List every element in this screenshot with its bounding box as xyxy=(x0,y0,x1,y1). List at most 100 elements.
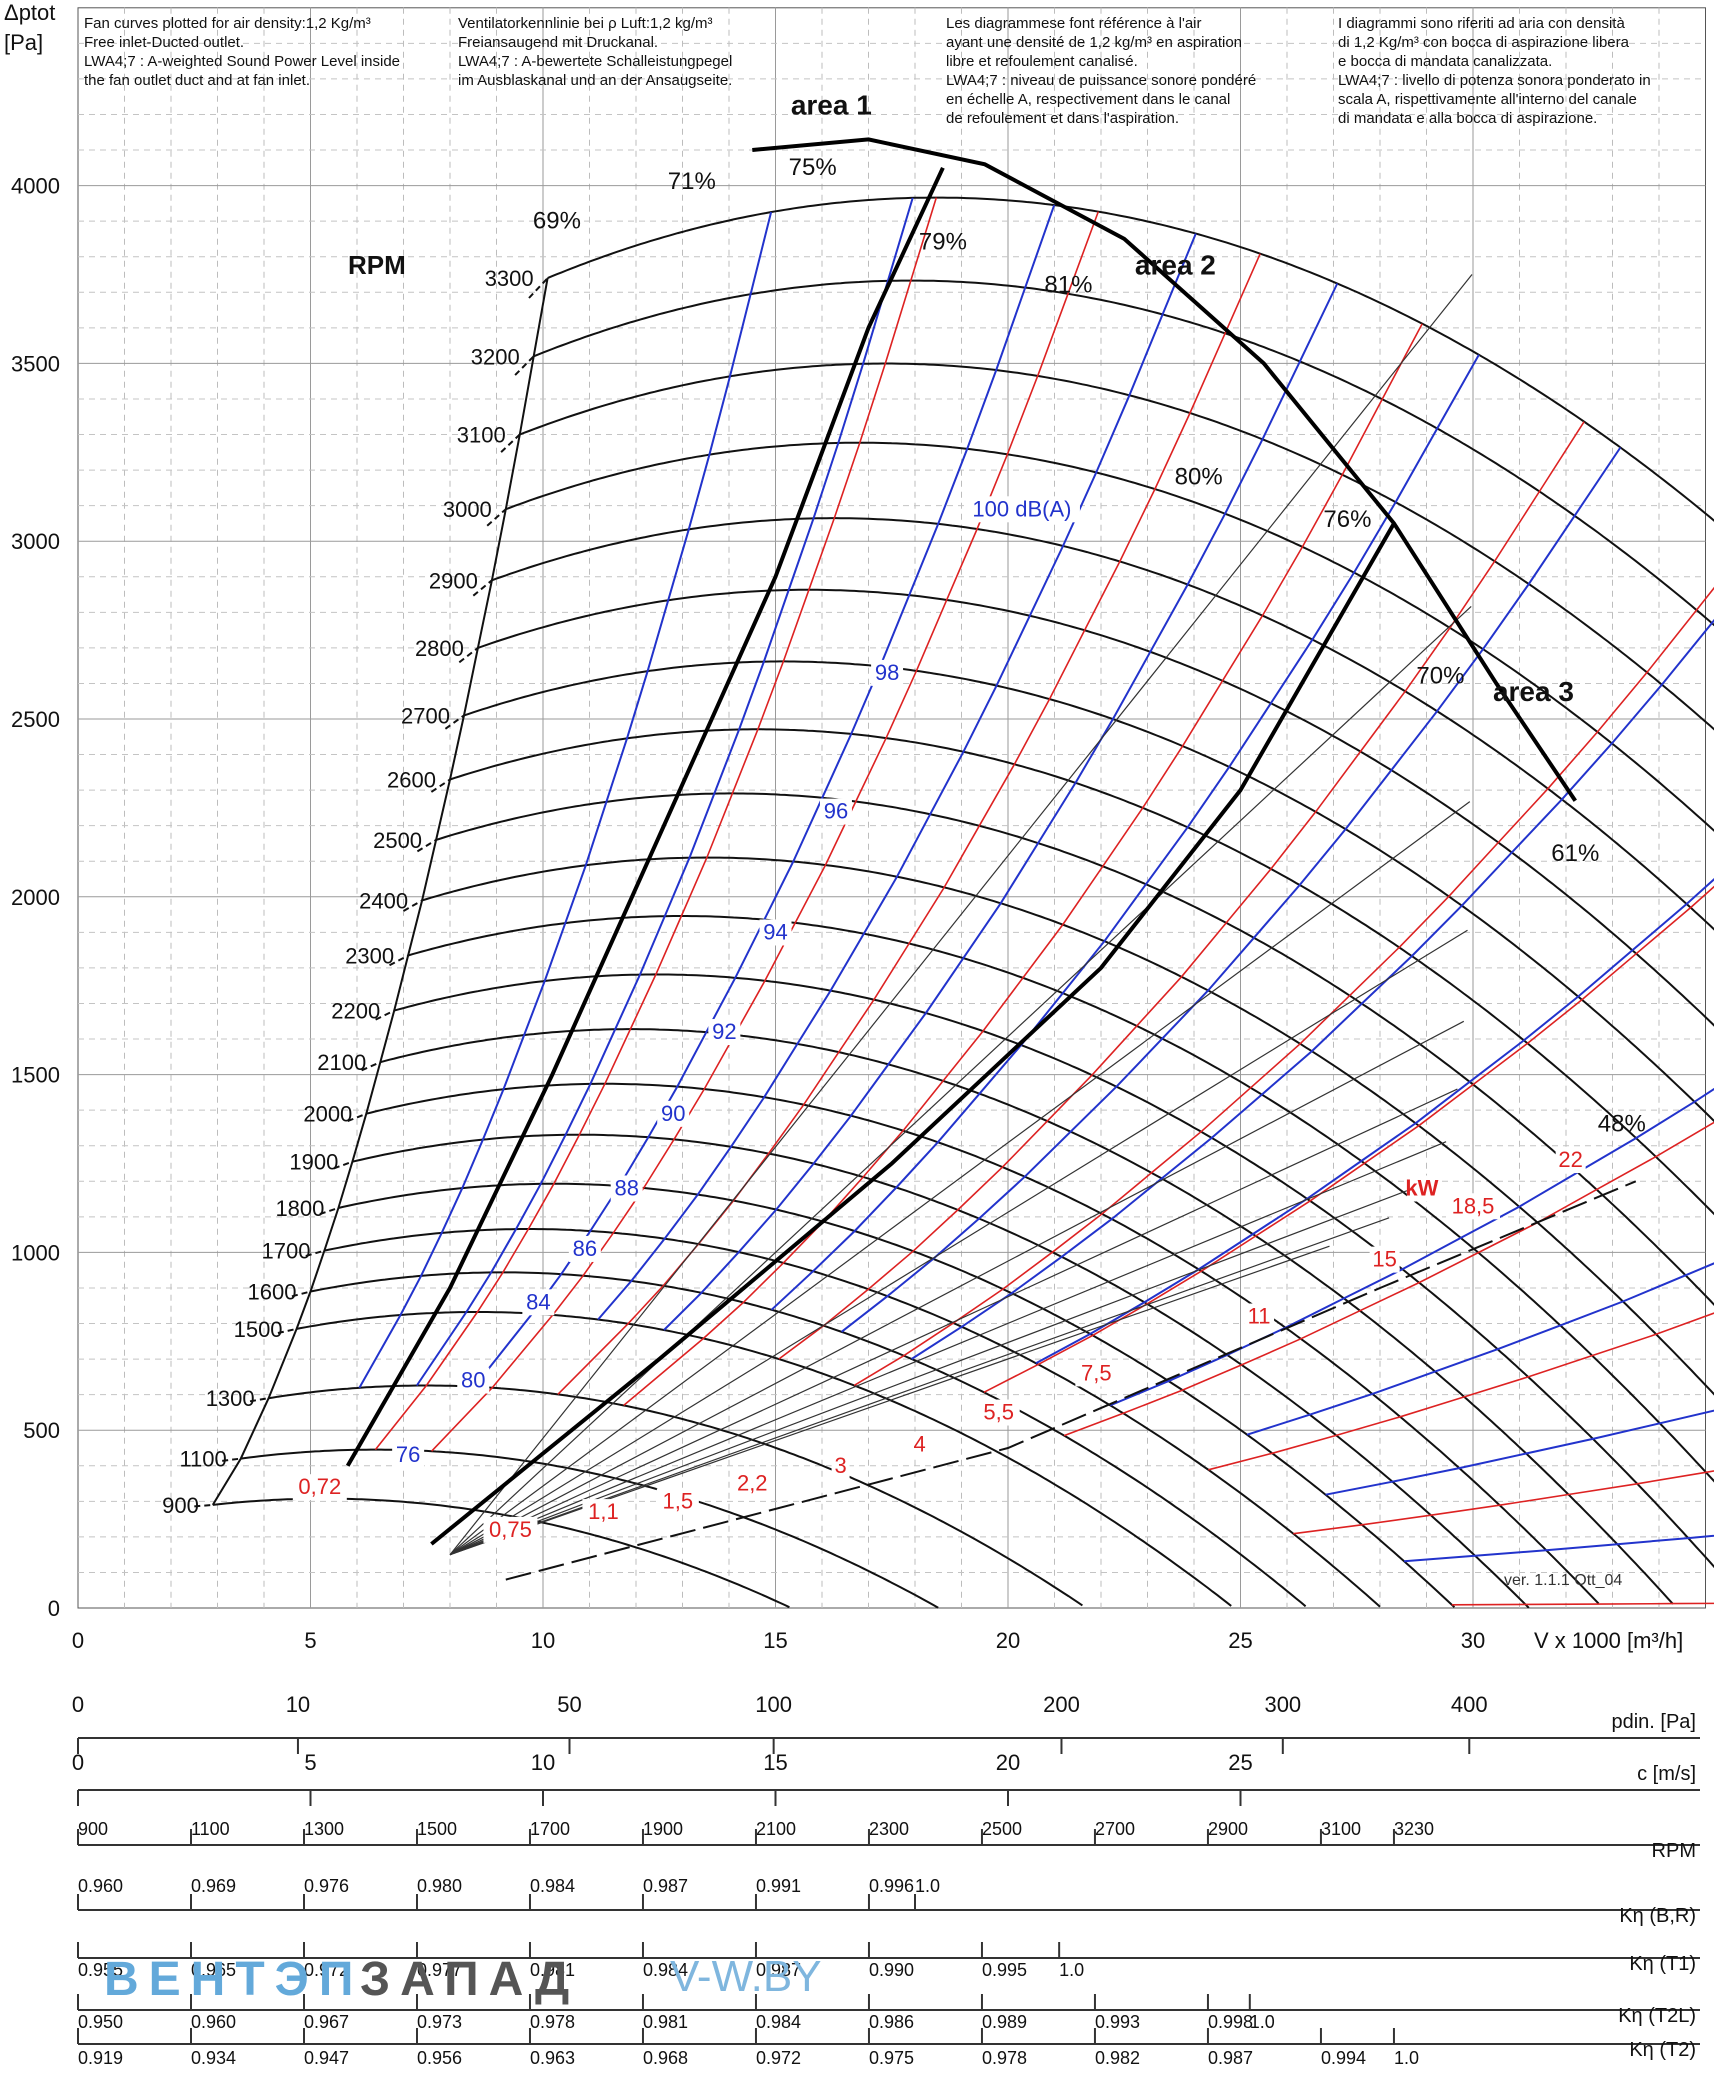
scale-tick-label: 0.919 xyxy=(78,2048,123,2068)
rpm-curve-1500 xyxy=(296,1311,1232,1607)
note-fr-line-3: libre et refoulement canalisé. xyxy=(946,53,1138,70)
y-tick-label: 1000 xyxy=(11,1240,60,1265)
scale-tick-label: 0.969 xyxy=(191,1876,236,1896)
rpm-curve-stall-900 xyxy=(194,1503,213,1508)
watermark-part-1: ВЕНТЭП xyxy=(104,1953,364,2006)
power-label-bg xyxy=(1446,1193,1500,1220)
sound-label: 76 xyxy=(396,1442,420,1467)
note-fr-line-6: de refoulement et dans l'aspiration. xyxy=(946,110,1180,127)
efficiency-ray-6 xyxy=(449,1141,1447,1556)
efficiency-ray-7 xyxy=(449,1183,1426,1556)
scale-tick-label: 15 xyxy=(763,1750,787,1775)
rpm-curve-2200 xyxy=(393,973,1714,1569)
sound-line-10 xyxy=(1246,1262,1714,1436)
scale-tick-label: 0.976 xyxy=(304,1876,349,1896)
power-label: 3 xyxy=(834,1453,846,1478)
efficiency-label: 70% xyxy=(1416,662,1464,689)
scale-tick-label: 0.989 xyxy=(982,2012,1027,2032)
rpm-label-1300: 1300 xyxy=(206,1386,255,1411)
rpm-label-3200: 3200 xyxy=(471,344,520,369)
rpm-curve-1700 xyxy=(324,1228,1381,1608)
scale-tick-label: 0.965 xyxy=(191,1960,236,1980)
power-label: 4 xyxy=(914,1432,926,1457)
rpm-curve-stall-1600 xyxy=(291,1290,311,1298)
scale-title: pdin. [Pa] xyxy=(1611,1711,1696,1733)
rpm-label-1700: 1700 xyxy=(261,1239,310,1264)
scale-tick-label: 1.0 xyxy=(1394,2048,1419,2068)
sound-line-12 xyxy=(1404,1534,1714,1563)
scale-tick-label: 0.955 xyxy=(78,1960,123,1980)
power-label-bg xyxy=(977,1399,1020,1426)
rpm-curve-3200 xyxy=(533,279,1714,627)
efficiency-ray-4 xyxy=(449,1020,1465,1556)
rpm-label: RPM xyxy=(348,250,406,280)
rpm-curve-2000 xyxy=(366,1082,1600,1605)
power-line-4 xyxy=(778,421,1585,1360)
sound-line-5 xyxy=(770,354,1480,1311)
watermark-part-3: V-W.BY xyxy=(670,1952,822,2001)
note-de-line-2: Freiansaugend mit Druckanal. xyxy=(458,34,659,51)
x-tick-label: 0 xyxy=(72,1628,84,1653)
sound-label-bg xyxy=(708,1019,741,1046)
power-label-bg xyxy=(582,1499,625,1526)
note-en-line-1: Fan curves plotted for air density:1,2 K… xyxy=(84,15,371,32)
power-label-bg xyxy=(1555,1147,1586,1174)
efficiency-label: 81% xyxy=(1044,271,1092,298)
efficiency-ray-2 xyxy=(449,801,1471,1556)
scale-tick-label: 1.0 xyxy=(1059,1960,1084,1980)
rpm-label-900: 900 xyxy=(162,1493,199,1518)
note-it-line-2: di 1,2 Kg/m³ con bocca di aspirazione li… xyxy=(1338,34,1629,51)
note-de-line-3: LWA4;7 : A-bewertete Schalleistungpegel xyxy=(458,53,733,70)
power-label: 11 xyxy=(1248,1304,1271,1329)
sound-line-6 xyxy=(840,446,1622,1333)
note-it-line-5: scala A, rispettivamente all'interno del… xyxy=(1338,91,1637,108)
efficiency-label: 48% xyxy=(1598,1110,1646,1137)
scale-tick-label: 0.984 xyxy=(756,2012,801,2032)
sound-label: 100 dB(A) xyxy=(972,496,1071,521)
sound-label: 86 xyxy=(573,1236,597,1261)
scale-tick-label: 2700 xyxy=(1095,1819,1135,1839)
efficiency-ray-0 xyxy=(449,274,1473,1556)
scale-tick-label: 0.947 xyxy=(304,2048,349,2068)
scale-tick-label: 0.980 xyxy=(417,1876,462,1896)
scale-tick-label: 0.973 xyxy=(417,2012,462,2032)
x-axis-ticks: 0 5 10 15 20 25 30 xyxy=(72,1628,1485,1653)
power-label-bg xyxy=(1369,1246,1400,1273)
rpm-curve-3100 xyxy=(519,362,1714,731)
scale-tick-label: 1700 xyxy=(530,1819,570,1839)
scale-tick-label: 1.0 xyxy=(915,1876,940,1896)
rpm-curve-stall-3100 xyxy=(500,433,521,453)
scale-tick-label: 0.987 xyxy=(643,1876,688,1896)
scale-tick-label: 0.996 xyxy=(869,1876,914,1896)
power-label-bg xyxy=(731,1470,774,1497)
note-en-line-3: LWA4;7 : A-weighted Sound Power Level in… xyxy=(84,53,401,70)
sound-label: 80 xyxy=(461,1368,485,1393)
power-line-0 xyxy=(374,197,938,1451)
power-label-bg xyxy=(910,1431,929,1458)
scale-tick-label: 0.981 xyxy=(643,2012,688,2032)
rpm-label-3300: 3300 xyxy=(485,266,534,291)
rpm-curve-2500 xyxy=(435,792,1714,1307)
power-label: 18,5 xyxy=(1452,1193,1495,1218)
sound-line-1 xyxy=(415,197,914,1387)
scale-title: Kη (T2) xyxy=(1629,2039,1696,2061)
note-fr-line-5: en échelle A, respectivement dans le can… xyxy=(946,91,1231,108)
sound-label-bg xyxy=(522,1289,555,1316)
power-label: kW xyxy=(1405,1176,1438,1201)
scale-title: Kη (B,R) xyxy=(1619,1905,1696,1927)
y-axis-ticks: 0 500 1000 1500 2000 2500 3000 3500 4000 xyxy=(11,174,60,1621)
rpm-curve-stall-2500 xyxy=(416,839,437,853)
sound-label-bg xyxy=(392,1442,425,1469)
rpm-label-1100: 1100 xyxy=(179,1447,226,1472)
rpm-curve-stall-2800 xyxy=(458,647,479,664)
bottom-scales: pdin. [Pa] 0 10 50 100 200 300 400 c [m/s] 0 5 10 15… xyxy=(72,1692,1700,2068)
rpm-curve-stall-2200 xyxy=(375,1009,395,1021)
y-tick-label: 3000 xyxy=(11,529,60,554)
scale-tick-label: 2100 xyxy=(756,1819,796,1839)
scale-tick-label: 200 xyxy=(1043,1692,1080,1717)
sound-label-bg xyxy=(819,798,852,825)
power-label: 1,5 xyxy=(663,1488,694,1513)
scale-tick-label: 300 xyxy=(1264,1692,1301,1717)
scale-tick-label: 0.982 xyxy=(1095,2048,1140,2068)
y-tick-label: 0 xyxy=(48,1596,60,1621)
